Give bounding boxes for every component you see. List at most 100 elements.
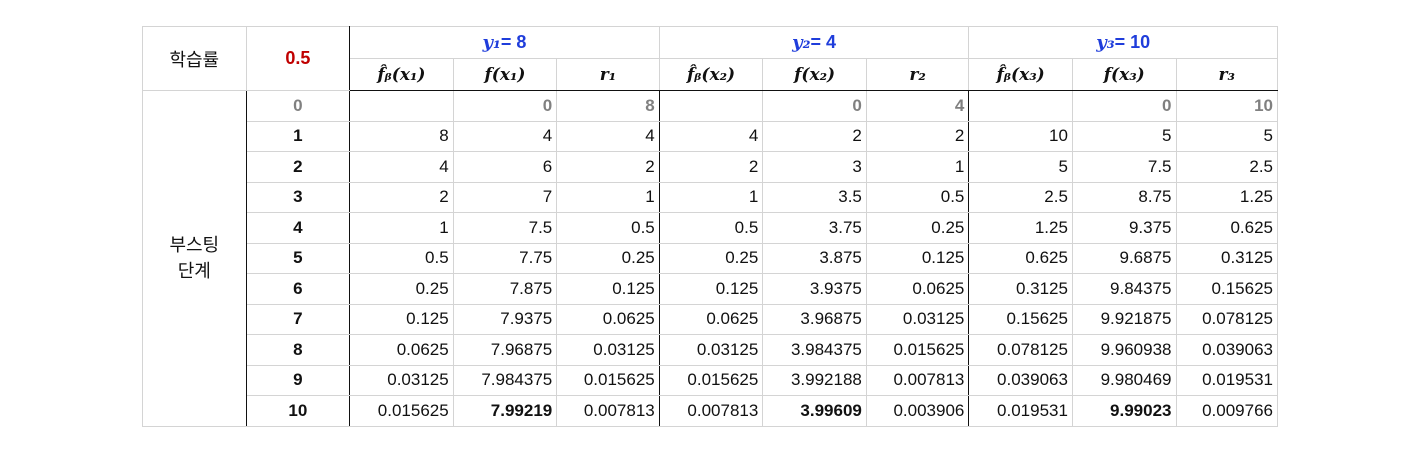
table-cell: 0.25 xyxy=(349,273,454,305)
boosting-table: 학습률 0.5 y₁= 8 y₂= 4 y₃= 10 f̂ᵦ(x₁) f(x₁)… xyxy=(142,26,1278,427)
table-cell: 0.039063 xyxy=(1175,334,1278,366)
table-cell: 0 xyxy=(762,90,867,122)
step-number: 4 xyxy=(245,212,351,244)
table-cell: 7.984375 xyxy=(452,364,558,396)
table-cell: 0.0625 xyxy=(349,334,454,366)
table-cell: 0.0625 xyxy=(556,303,660,335)
step-number: 0 xyxy=(245,90,351,122)
table-cell: 0.019531 xyxy=(968,395,1073,427)
table-cell: 3.5 xyxy=(762,181,867,213)
table-cell xyxy=(349,90,454,122)
table-cell: 0.125 xyxy=(556,273,660,305)
step-number: 2 xyxy=(245,151,351,183)
col-header-fb-x1: f̂ᵦ(x₁) xyxy=(349,58,454,91)
step-number: 8 xyxy=(245,334,351,366)
table-cell: 0.019531 xyxy=(1175,364,1278,396)
col-header-f-x3: f(x₃) xyxy=(1071,58,1177,91)
table-cell: 9.6875 xyxy=(1071,242,1177,274)
step-number: 1 xyxy=(245,120,351,152)
table-cell: 4 xyxy=(349,151,454,183)
step-number: 10 xyxy=(245,395,351,427)
group-header-y1: y₁= 8 xyxy=(349,26,660,59)
table-cell: 0.625 xyxy=(1175,212,1278,244)
table-cell: 0.3125 xyxy=(968,273,1073,305)
table-cell: 0.007813 xyxy=(658,395,764,427)
col-header-r1: r₁ xyxy=(556,58,660,91)
table-cell: 0.125 xyxy=(349,303,454,335)
table-cell: 0 xyxy=(452,90,558,122)
step-number: 7 xyxy=(245,303,351,335)
table-row: 8 0.0625 7.96875 0.03125 0.03125 3.984375 0.01… xyxy=(143,334,1278,366)
table-cell: 0.125 xyxy=(865,242,970,274)
boosting-table-container: 학습률 0.5 y₁= 8 y₂= 4 y₃= 10 f̂ᵦ(x₁) f(x₁)… xyxy=(142,26,1278,427)
table-cell: 0.03125 xyxy=(865,303,970,335)
table-cell: 2 xyxy=(556,151,660,183)
table-row: 5 0.5 7.75 0.25 0.25 3.875 0.125 0.625 9.6875 0.3… xyxy=(143,242,1278,274)
table-cell: 0.015625 xyxy=(658,364,764,396)
table-cell: 5 xyxy=(1175,120,1278,152)
table-cell: 4 xyxy=(452,120,558,152)
table-row: 6 0.25 7.875 0.125 0.125 3.9375 0.0625 0.3125 9.… xyxy=(143,273,1278,305)
table-cell: 9.375 xyxy=(1071,212,1177,244)
table-cell: 1.25 xyxy=(968,212,1073,244)
table-cell: 2.5 xyxy=(968,181,1073,213)
table-row: 10 0.015625 7.99219 0.007813 0.007813 3.99609… xyxy=(143,395,1278,427)
table-cell xyxy=(658,90,764,122)
table-cell: 2 xyxy=(865,120,970,152)
table-cell: 2 xyxy=(762,120,867,152)
table-cell: 7 xyxy=(452,181,558,213)
step-number: 5 xyxy=(245,242,351,274)
table-cell: 2 xyxy=(349,181,454,213)
table-cell: 9.921875 xyxy=(1071,303,1177,335)
table-cell: 7.75 xyxy=(452,242,558,274)
table-row: 9 0.03125 7.984375 0.015625 0.015625 3.992188… xyxy=(143,364,1278,396)
table-cell: 3.99609 xyxy=(762,395,867,427)
table-cell: 4 xyxy=(658,120,764,152)
table-cell: 4 xyxy=(556,120,660,152)
table-cell xyxy=(968,90,1073,122)
table-cell: 9.960938 xyxy=(1071,334,1177,366)
table-cell: 3.984375 xyxy=(762,334,867,366)
table-cell: 9.980469 xyxy=(1071,364,1177,396)
table-cell: 1 xyxy=(658,181,764,213)
table-cell: 7.5 xyxy=(1071,151,1177,183)
table-body: 부스팅 단계 0 0 8 0 4 0 10 1 8 4 4 4 2 2 10 5 5 2 4 6 2 2 3 1 5 7.5 2.5 3 2… xyxy=(142,90,1278,427)
table-row: 1 8 4 4 4 2 2 10 5 5 xyxy=(143,120,1278,152)
col-header-r2: r₂ xyxy=(865,58,970,91)
table-cell: 7.9375 xyxy=(452,303,558,335)
table-cell: 7.99219 xyxy=(452,395,558,427)
table-cell: 0.007813 xyxy=(556,395,660,427)
table-cell: 0.15625 xyxy=(1175,273,1278,305)
table-cell: 2.5 xyxy=(1175,151,1278,183)
table-cell: 2 xyxy=(658,151,764,183)
table-cell: 8.75 xyxy=(1071,181,1177,213)
table-cell: 3.75 xyxy=(762,212,867,244)
step-number: 9 xyxy=(245,364,351,396)
table-cell: 0.03125 xyxy=(349,364,454,396)
table-row: 부스팅 단계 0 0 8 0 4 0 10 xyxy=(142,90,1278,427)
table-cell: 0.15625 xyxy=(968,303,1073,335)
table-cell: 0.125 xyxy=(658,273,764,305)
learning-rate-label: 학습률 xyxy=(142,26,247,91)
table-cell: 0.03125 xyxy=(658,334,764,366)
table-cell: 0.078125 xyxy=(1175,303,1278,335)
table-cell: 1 xyxy=(556,181,660,213)
step-number: 6 xyxy=(245,273,351,305)
table-cell: 0.25 xyxy=(865,212,970,244)
table-cell: 3 xyxy=(762,151,867,183)
table-cell: 1 xyxy=(865,151,970,183)
table-cell: 0.625 xyxy=(968,242,1073,274)
learning-rate-value: 0.5 xyxy=(245,26,351,91)
header-row-2: f̂ᵦ(x₁) f(x₁) r₁ f̂ᵦ(x₂) f(x₂) r₂ f̂ᵦ(x₃… xyxy=(142,58,1278,91)
table-cell: 9.84375 xyxy=(1071,273,1177,305)
table-cell: 3.96875 xyxy=(762,303,867,335)
table-cell: 3.875 xyxy=(762,242,867,274)
table-cell: 0.0625 xyxy=(658,303,764,335)
table-cell: 6 xyxy=(452,151,558,183)
table-cell: 0.015625 xyxy=(349,395,454,427)
table-cell: 0.5 xyxy=(658,212,764,244)
table-cell: 0.015625 xyxy=(865,334,970,366)
table-cell: 0.25 xyxy=(556,242,660,274)
table-cell: 3.992188 xyxy=(762,364,867,396)
table-cell: 0.007813 xyxy=(865,364,970,396)
